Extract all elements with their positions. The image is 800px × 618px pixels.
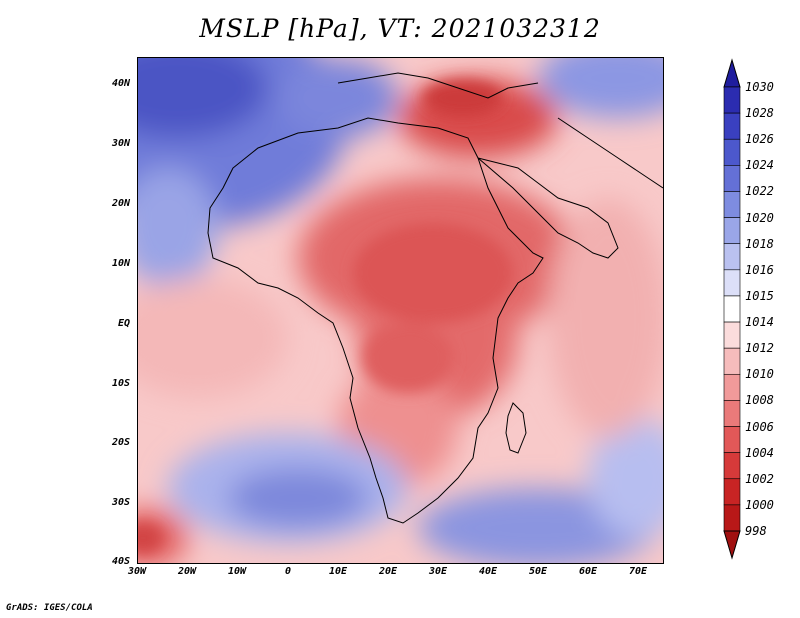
colorbar-label: 1015 xyxy=(745,288,774,303)
colorbar-label: 1006 xyxy=(745,419,774,434)
colorbar-label: 1002 xyxy=(745,471,774,486)
colorbar-swatch xyxy=(723,373,741,401)
colorbar-swatch xyxy=(723,452,741,480)
colorbar-swatch xyxy=(723,86,741,114)
coastlines xyxy=(207,72,663,524)
lon-label: 40E xyxy=(478,566,498,577)
lon-label: 10W xyxy=(227,566,247,577)
lon-label: 70E xyxy=(628,566,648,577)
lon-label: 20E xyxy=(378,566,398,577)
map-canvas xyxy=(138,58,663,563)
colorbar-swatch xyxy=(723,112,741,140)
colorbar-swatch xyxy=(723,217,741,245)
colorbar-label: 1010 xyxy=(745,367,774,382)
colorbar-swatch xyxy=(723,504,741,532)
map-title: MSLP [hPa], VT: 2021032312 xyxy=(199,14,601,43)
colorbar-swatch xyxy=(723,400,741,427)
lat-label: 30N xyxy=(111,138,130,149)
colorbar-label: 998 xyxy=(745,524,767,538)
colorbar-label: 1004 xyxy=(745,445,774,460)
colorbar-swatch xyxy=(723,478,741,506)
lat-label: 20S xyxy=(111,437,130,448)
lon-label: 20W xyxy=(177,566,197,577)
lon-label: 60E xyxy=(578,566,598,577)
lon-label: 0 xyxy=(284,566,292,577)
lat-label: 40S xyxy=(111,556,130,567)
colorbar-label: 1030 xyxy=(745,80,774,94)
colorbar-swatch xyxy=(723,295,741,323)
lon-label: 30E xyxy=(428,566,448,577)
colorbar-label: 1014 xyxy=(745,315,774,330)
colorbar-label: 1022 xyxy=(745,184,774,199)
colorbar-swatch xyxy=(723,347,741,375)
lat-label: 20N xyxy=(111,198,130,209)
lat-label: 10N xyxy=(111,258,130,269)
lat-label: 30S xyxy=(111,497,130,508)
colorbar-label: 1026 xyxy=(745,132,774,147)
lon-label: 50E xyxy=(528,566,548,577)
colorbar-min-arrow xyxy=(723,530,741,560)
colorbar-swatch xyxy=(723,243,741,271)
colorbar-swatch xyxy=(723,165,741,192)
colorbar-label: 1000 xyxy=(745,497,774,512)
colorbar-label: 1018 xyxy=(745,236,774,251)
lat-label: EQ xyxy=(117,318,130,329)
colorbar-swatch xyxy=(723,321,741,349)
lat-label: 40N xyxy=(111,78,130,89)
colorbar-swatch xyxy=(723,138,741,166)
colorbar-label: 1012 xyxy=(745,341,774,356)
colorbar-swatch xyxy=(723,269,741,297)
colorbar-label: 1020 xyxy=(745,210,774,225)
lon-label: 30W xyxy=(127,566,147,577)
pressure-map xyxy=(137,57,664,564)
lat-label: 10S xyxy=(111,378,130,389)
colorbar-swatch xyxy=(723,426,741,453)
colorbar-graphic xyxy=(723,58,741,560)
lon-label: 10E xyxy=(328,566,348,577)
colorbar-max-arrow xyxy=(723,58,741,88)
colorbar-swatch xyxy=(723,191,741,218)
colorbar-label: 1008 xyxy=(745,393,774,408)
colorbar-label: 1016 xyxy=(745,262,774,277)
colorbar-label: 1028 xyxy=(745,106,774,121)
colorbar-label: 1024 xyxy=(745,158,774,173)
footer-credit: GrADS: IGES/COLA xyxy=(6,603,93,613)
